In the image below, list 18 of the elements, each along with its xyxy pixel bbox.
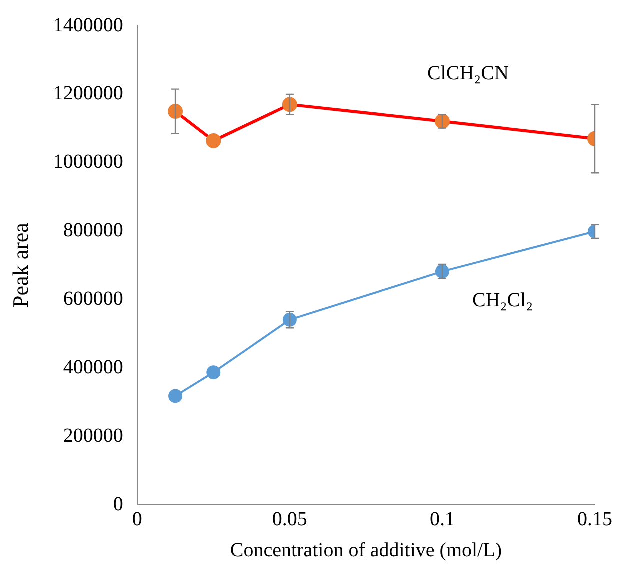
y-tick-label: 400000	[63, 356, 124, 378]
y-tick-label: 800000	[63, 220, 124, 242]
x-tick-label: 0	[132, 508, 142, 530]
x-axis-title: Concentration of additive (mol/L)	[230, 539, 502, 562]
y-tick-label: 600000	[63, 288, 124, 310]
x-tick-label: 0.15	[578, 508, 612, 530]
y-tick-label: 1400000	[53, 14, 124, 36]
y-tick-label: 1000000	[53, 151, 124, 174]
y-tick-label: 200000	[63, 424, 124, 447]
series-label: CH₂Cl₂	[472, 290, 534, 312]
y-tick-label: 0	[113, 493, 124, 516]
y-axis-title: Peak area	[8, 222, 33, 308]
x-tick-label: 0.05	[272, 508, 308, 530]
point	[168, 389, 183, 404]
point	[206, 366, 221, 380]
series-label: ClCH₂CN	[427, 62, 509, 84]
y-tick-label: 1200000	[53, 82, 124, 105]
x-tick-label: 0.1	[430, 508, 455, 530]
